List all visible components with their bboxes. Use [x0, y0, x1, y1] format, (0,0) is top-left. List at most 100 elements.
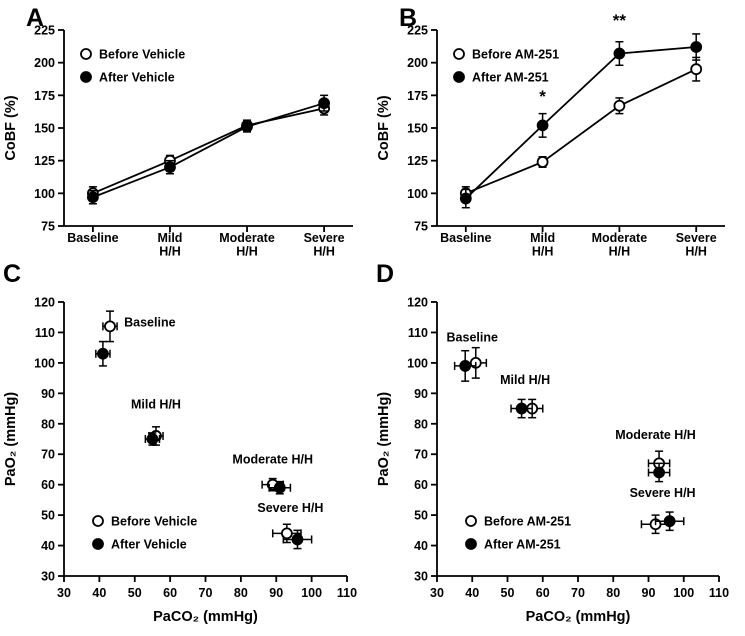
- x-tick-label: 30: [57, 586, 71, 600]
- y-tick-label: 110: [408, 326, 428, 340]
- y-tick-label: 150: [34, 122, 55, 136]
- legend-marker-open: [80, 48, 92, 60]
- data-point-filled: [653, 466, 665, 479]
- annotation: Baseline: [447, 331, 498, 345]
- series-after-am-251: [459, 33, 703, 209]
- y-tick-label: 40: [41, 539, 55, 553]
- data-point-filled: [663, 515, 676, 528]
- panel-d-letter: D: [376, 260, 395, 288]
- data-point-filled: [87, 191, 99, 204]
- data-point-filled: [536, 119, 549, 132]
- annotation: Moderate H/H: [232, 452, 313, 466]
- x-tick-label: 100: [673, 586, 694, 600]
- y-axis-title: PaO₂ (mmHg): [3, 392, 19, 486]
- legend-marker-filled: [453, 71, 465, 83]
- x-tick-label: 30: [430, 586, 444, 600]
- x-tick-label: 40: [92, 586, 106, 600]
- x-tick-label: Moderate: [219, 231, 275, 245]
- data-point-filled: [273, 481, 286, 494]
- y-tick-label: 90: [414, 387, 428, 401]
- y-tick-label: 90: [41, 387, 55, 401]
- x-tick-label: H/H: [685, 245, 707, 259]
- x-tick-label: 60: [163, 586, 177, 600]
- annotation: Mild H/H: [131, 398, 181, 412]
- x-tick-label: H/H: [313, 245, 335, 259]
- y-tick-label: 175: [407, 89, 428, 103]
- y-tick-label: 50: [41, 509, 55, 523]
- data-point-filled: [515, 402, 528, 415]
- y-tick-label: 75: [414, 220, 428, 234]
- y-axis-title: PaO₂ (mmHg): [376, 392, 392, 486]
- data-point-filled: [459, 360, 472, 372]
- chart-c-bloodgas-vehicle: 30 40 50 60 70 80 90 100 110 120 30 40 50 60 70 80 90 100…: [3, 296, 357, 626]
- legend-marker-open: [453, 48, 465, 60]
- x-tick-label: 40: [465, 586, 479, 600]
- x-tick-label: 70: [571, 586, 585, 600]
- x-tick-label: Severe: [304, 231, 345, 245]
- y-tick-label: 70: [41, 448, 55, 462]
- x-tick-label: Moderate: [592, 231, 648, 245]
- series-after-vehicle: [87, 94, 331, 205]
- y-tick-label: 70: [414, 448, 428, 462]
- x-tick-label: 80: [234, 586, 248, 600]
- y-tick-label: 60: [41, 478, 55, 492]
- data-point-filled: [613, 47, 626, 60]
- series-line: [92, 107, 325, 195]
- x-tick-label: 60: [536, 586, 550, 600]
- y-axis-title: CoBF (%): [376, 95, 392, 160]
- axes: 30 40 50 60 70 80 90 100 110 120 30 40 50 60 70 80 90 100…: [3, 296, 357, 626]
- legend-marker-filled: [80, 71, 92, 83]
- x-tick-label: 50: [128, 586, 142, 600]
- panel-a: A 75 100 125 150 175 200 225 Baseline Mild H/H Mod…: [0, 0, 373, 260]
- x-tick-label: Baseline: [67, 231, 118, 245]
- legend-label: Before Vehicle: [99, 48, 185, 62]
- data-point-open: [280, 527, 293, 540]
- legend-label: After Vehicle: [111, 538, 187, 552]
- y-tick-label: 200: [34, 56, 55, 70]
- panel-d: D 30 40 50 60 70 80 90 100 110 120 30 40 50 60 70 80 90 1…: [373, 260, 745, 636]
- data-point-filled: [146, 433, 159, 445]
- data-point-open: [613, 99, 626, 112]
- x-tick-label: 90: [642, 586, 656, 600]
- data-point-filled: [459, 192, 472, 205]
- y-tick-label: 40: [414, 539, 428, 553]
- x-tick-label: 90: [269, 586, 283, 600]
- legend-label: After AM-251: [472, 71, 549, 85]
- y-tick-label: 150: [407, 122, 428, 136]
- panel-b: B 75 100 125 150 175 200 225 Baseline Mild H/H Mod…: [373, 0, 745, 260]
- y-tick-label: 100: [407, 187, 428, 201]
- data-point-filled: [291, 533, 304, 546]
- chart-d-bloodgas-am251: 30 40 50 60 70 80 90 100 110 120 30 40 50 60 70 80 90 100…: [376, 296, 729, 626]
- annotation: Mild H/H: [500, 373, 550, 387]
- y-tick-label: 225: [407, 24, 428, 38]
- data-point-open: [104, 320, 116, 333]
- annotation: **: [613, 11, 627, 30]
- legend-label: Before Vehicle: [111, 515, 197, 529]
- y-tick-label: 225: [34, 24, 55, 38]
- y-tick-label: 200: [407, 56, 428, 70]
- legend-label: Before AM-251: [472, 48, 559, 62]
- x-axis-title: PaCO₂ (mmHg): [526, 609, 631, 625]
- legend: Before AM-251 After AM-251: [453, 48, 559, 85]
- x-tick-label: 50: [501, 586, 515, 600]
- x-tick-label: Severe: [676, 231, 717, 245]
- legend-marker-filled: [465, 538, 477, 550]
- x-tick-label: H/H: [609, 245, 631, 259]
- y-tick-label: 125: [34, 154, 55, 168]
- y-tick-label: 75: [41, 220, 55, 234]
- x-tick-label: Mild: [530, 231, 555, 245]
- y-tick-label: 30: [414, 570, 428, 584]
- data-point-filled: [97, 347, 109, 360]
- legend-marker-open: [465, 515, 477, 527]
- series-after-vehicle: [95, 340, 313, 550]
- y-tick-label: 110: [35, 326, 55, 340]
- annotation: Severe H/H: [630, 486, 696, 500]
- x-axis-title: PaCO₂ (mmHg): [153, 609, 258, 625]
- x-tick-label: 110: [337, 586, 357, 600]
- y-axis-title: CoBF (%): [3, 95, 19, 160]
- y-tick-label: 175: [34, 89, 55, 103]
- data-point-open: [536, 156, 549, 168]
